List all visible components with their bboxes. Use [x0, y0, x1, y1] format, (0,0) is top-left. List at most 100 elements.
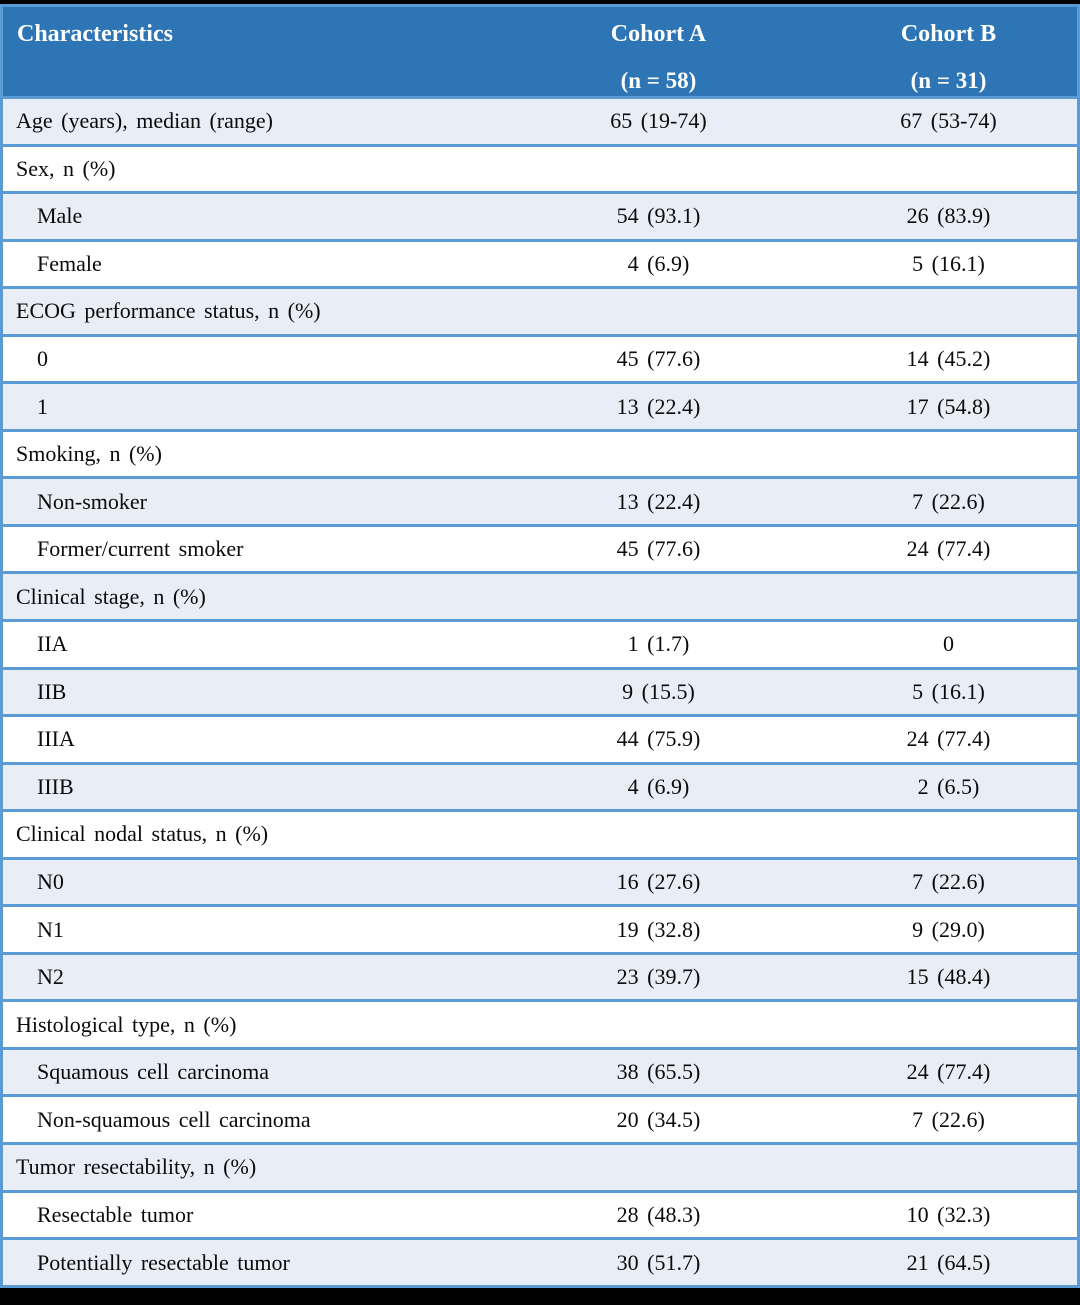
table-row: Former/current smoker 45 (77.6) 24 (77.4…: [1, 523, 1079, 573]
row-label: Female: [1, 238, 497, 288]
cohort-b-value: 10 (32.3): [820, 1189, 1079, 1239]
row-label: N1: [1, 904, 497, 954]
header-row: Characteristics Cohort A (n = 58) Cohort…: [1, 5, 1079, 98]
table-row: Sex, n (%): [1, 143, 1079, 193]
cohort-b-value: 26 (83.9): [820, 191, 1079, 241]
table-row: Clinical nodal status, n (%): [1, 809, 1079, 859]
cohort-a-value: 45 (77.6): [496, 523, 820, 573]
cohort-b-value: 7 (22.6): [820, 1094, 1079, 1144]
cohort-a-value: 9 (15.5): [496, 666, 820, 716]
table-row: Age (years), median (range) 65 (19-74) 6…: [1, 96, 1079, 146]
header-cohort-b: Cohort B (n = 31): [820, 5, 1079, 98]
cohort-b-value: 14 (45.2): [820, 333, 1079, 383]
cohort-b-value: 21 (64.5): [820, 1237, 1079, 1287]
cohort-a-n: (n = 58): [620, 68, 697, 93]
cohort-b-value: 67 (53-74): [820, 96, 1079, 146]
cohort-a-value: [496, 809, 820, 859]
cohort-a-value: [496, 1142, 820, 1192]
cohort-b-value: [820, 809, 1079, 859]
table-row: Potentially resectable tumor 30 (51.7) 2…: [1, 1237, 1079, 1287]
cohort-b-value: [820, 999, 1079, 1049]
cohort-a-value: 4 (6.9): [496, 238, 820, 288]
cohort-b-value: 24 (77.4): [820, 1046, 1079, 1096]
characteristics-table: Characteristics Cohort A (n = 58) Cohort…: [0, 4, 1080, 1288]
row-label: Clinical stage, n (%): [1, 571, 497, 621]
cohort-b-label: Cohort B: [900, 21, 997, 47]
cohort-b-value: [820, 428, 1079, 478]
row-label: IIA: [1, 619, 497, 669]
row-label: Histological type, n (%): [1, 999, 497, 1049]
table-row: Smoking, n (%): [1, 428, 1079, 478]
cohort-b-n: (n = 31): [910, 68, 987, 93]
cohort-a-value: 13 (22.4): [496, 381, 820, 431]
table-row: Resectable tumor 28 (48.3) 10 (32.3): [1, 1189, 1079, 1239]
row-label: Male: [1, 191, 497, 241]
table-body: Age (years), median (range) 65 (19-74) 6…: [1, 96, 1079, 1287]
cohort-b-value: 5 (16.1): [820, 666, 1079, 716]
table-row: Female 4 (6.9) 5 (16.1): [1, 238, 1079, 288]
row-label: Sex, n (%): [1, 143, 497, 193]
row-label: Tumor resectability, n (%): [1, 1142, 497, 1192]
row-label: Non-squamous cell carcinoma: [1, 1094, 497, 1144]
row-label: Former/current smoker: [1, 523, 497, 573]
row-label: N0: [1, 856, 497, 906]
table-row: N2 23 (39.7) 15 (48.4): [1, 951, 1079, 1001]
cohort-b-value: 7 (22.6): [820, 856, 1079, 906]
cohort-a-value: [496, 143, 820, 193]
cohort-b-value: 17 (54.8): [820, 381, 1079, 431]
table-row: Non-squamous cell carcinoma 20 (34.5) 7 …: [1, 1094, 1079, 1144]
table-row: 1 13 (22.4) 17 (54.8): [1, 381, 1079, 431]
cohort-a-value: 4 (6.9): [496, 761, 820, 811]
table-row: Non-smoker 13 (22.4) 7 (22.6): [1, 476, 1079, 526]
row-label: ECOG performance status, n (%): [1, 286, 497, 336]
cohort-b-value: [820, 1142, 1079, 1192]
table-header: Characteristics Cohort A (n = 58) Cohort…: [1, 5, 1079, 98]
cohort-a-value: 16 (27.6): [496, 856, 820, 906]
row-label: Potentially resectable tumor: [1, 1237, 497, 1287]
table-row: Tumor resectability, n (%): [1, 1142, 1079, 1192]
row-label: IIB: [1, 666, 497, 716]
cohort-a-value: 30 (51.7): [496, 1237, 820, 1287]
table-row: Squamous cell carcinoma 38 (65.5) 24 (77…: [1, 1046, 1079, 1096]
cohort-a-value: 13 (22.4): [496, 476, 820, 526]
table-row: N0 16 (27.6) 7 (22.6): [1, 856, 1079, 906]
cohort-a-value: 38 (65.5): [496, 1046, 820, 1096]
cohort-b-value: 9 (29.0): [820, 904, 1079, 954]
cohort-b-value: 7 (22.6): [820, 476, 1079, 526]
table-row: ECOG performance status, n (%): [1, 286, 1079, 336]
cohort-a-value: [496, 571, 820, 621]
cohort-b-value: 24 (77.4): [820, 714, 1079, 764]
row-label: 1: [1, 381, 497, 431]
cohort-b-value: 15 (48.4): [820, 951, 1079, 1001]
cohort-a-value: 54 (93.1): [496, 191, 820, 241]
cohort-a-value: [496, 428, 820, 478]
row-label: Clinical nodal status, n (%): [1, 809, 497, 859]
cohort-a-value: 65 (19-74): [496, 96, 820, 146]
cohort-a-value: 1 (1.7): [496, 619, 820, 669]
table-row: Clinical stage, n (%): [1, 571, 1079, 621]
table-row: IIIA 44 (75.9) 24 (77.4): [1, 714, 1079, 764]
row-label: Age (years), median (range): [1, 96, 497, 146]
cohort-a-value: 23 (39.7): [496, 951, 820, 1001]
cohort-b-value: [820, 143, 1079, 193]
row-label: IIIB: [1, 761, 497, 811]
row-label: Squamous cell carcinoma: [1, 1046, 497, 1096]
cohort-b-value: [820, 286, 1079, 336]
row-label: Smoking, n (%): [1, 428, 497, 478]
row-label: N2: [1, 951, 497, 1001]
cohort-a-value: 45 (77.6): [496, 333, 820, 383]
cohort-a-value: [496, 999, 820, 1049]
cohort-b-value: 5 (16.1): [820, 238, 1079, 288]
row-label: IIIA: [1, 714, 497, 764]
characteristics-table-wrap: Characteristics Cohort A (n = 58) Cohort…: [0, 4, 1080, 1288]
table-row: Histological type, n (%): [1, 999, 1079, 1049]
cohort-a-value: 44 (75.9): [496, 714, 820, 764]
cohort-b-value: [820, 571, 1079, 621]
table-row: IIA 1 (1.7) 0: [1, 619, 1079, 669]
row-label: 0: [1, 333, 497, 383]
cohort-a-value: [496, 286, 820, 336]
cohort-a-value: 19 (32.8): [496, 904, 820, 954]
table-row: N1 19 (32.8) 9 (29.0): [1, 904, 1079, 954]
table-row: IIIB 4 (6.9) 2 (6.5): [1, 761, 1079, 811]
header-characteristics: Characteristics: [1, 5, 497, 98]
